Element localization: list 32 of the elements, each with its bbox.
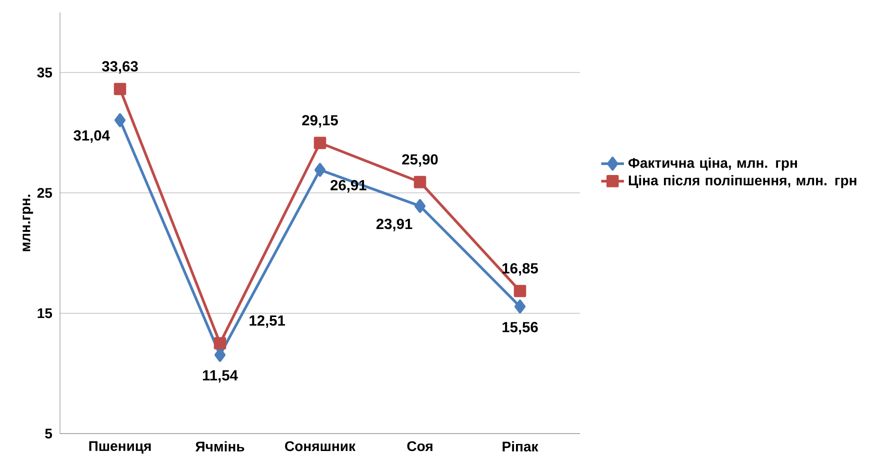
data-label: 12,51 <box>250 315 285 328</box>
point <box>414 176 426 188</box>
x-tick-label: Соняшник <box>285 441 356 452</box>
y-tick-label: 25 <box>37 188 52 198</box>
point <box>114 82 126 96</box>
y-axis-title: млн.грн. <box>22 194 34 252</box>
point <box>314 162 326 177</box>
data-label: 16,85 <box>502 263 538 276</box>
y-tick-label: 35 <box>37 68 52 78</box>
point <box>114 113 126 128</box>
point <box>514 284 526 298</box>
point <box>514 300 526 314</box>
x-tick-label: Ячмінь <box>195 441 244 452</box>
legend-label: Ціна після поліпшення, млн. грн <box>628 175 856 188</box>
data-label: 26,91 <box>330 180 366 192</box>
x-tick-label: Ріпак <box>502 441 538 452</box>
point <box>414 199 426 213</box>
point <box>314 136 326 150</box>
point <box>214 337 226 350</box>
x-tick-label: Пшениця <box>89 441 151 454</box>
data-label: 25,90 <box>402 154 438 167</box>
data-label: 33,63 <box>102 61 138 74</box>
data-label: 31,04 <box>74 130 110 143</box>
data-label: 29,15 <box>302 115 338 128</box>
y-tick-label: 5 <box>45 428 52 439</box>
x-tick-label: Соя <box>407 441 432 452</box>
legend-label: Фактична ціна, млн. грн <box>628 158 797 171</box>
data-label: 11,54 <box>202 370 238 383</box>
point <box>214 348 226 362</box>
data-label: 23,91 <box>376 218 412 232</box>
data-label: 15,56 <box>502 322 538 334</box>
y-tick-label: 15 <box>38 308 52 318</box>
